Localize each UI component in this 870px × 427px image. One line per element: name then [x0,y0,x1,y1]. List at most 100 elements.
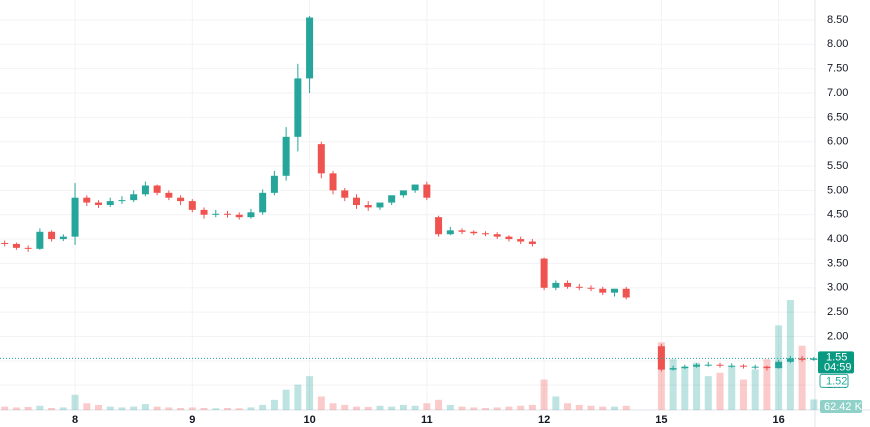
candle-body [599,288,607,293]
volume-bar [564,403,572,410]
volume-bar [306,376,314,410]
volume-bar [528,404,536,410]
volume-bar [669,359,677,410]
candle-body [259,192,267,213]
marker-label: 1.52 [826,375,847,387]
x-tick-label: 12 [538,414,550,426]
volume-bar [435,399,443,410]
candle-body [294,78,302,137]
volume-bar [693,362,701,410]
y-tick-label: 7.50 [827,63,848,75]
y-tick-label: 5.00 [827,184,848,196]
y-tick-label: 4.50 [827,209,848,221]
candle-body [716,364,724,366]
candle-body [71,197,79,237]
candle-body [528,241,536,244]
candle-body [669,368,677,370]
volume-bar [106,406,114,410]
volume-bar [763,359,771,410]
volume-bar [177,407,185,410]
candle-body [235,214,243,218]
price-label: 1.55 [826,351,847,363]
volume-bar [587,405,595,410]
volume-bar [341,404,349,410]
volume-bar [153,406,161,410]
candle-body [223,213,231,215]
volume-bar [728,366,736,410]
candle-body [470,231,478,234]
y-tick-label: 6.50 [827,111,848,123]
x-tick-label: 8 [72,414,78,426]
candle-body [798,358,806,360]
candle-body [763,366,771,369]
candle-body [106,201,114,205]
candle-body [329,173,337,191]
candle-body [657,346,665,370]
y-tick-label: 3.00 [827,282,848,294]
candle-body [177,197,185,202]
y-tick-label: 2.50 [827,306,848,318]
candle-body [188,201,196,210]
volume-bar [282,389,290,410]
volume-bar [493,407,501,410]
y-tick-label: 8.00 [827,38,848,50]
candle-body [435,217,443,235]
candle-body [270,175,278,193]
candle-body [458,230,466,232]
volume-bar [376,405,384,410]
volume-bar [364,406,372,410]
volume-bar [622,405,630,410]
countdown: 04:59 [824,361,852,373]
candle-body [552,282,560,288]
candle-body [739,365,747,367]
candle-body [786,358,794,362]
volume-bar [12,407,20,410]
volume-bar [751,369,759,410]
volume-bar [505,406,513,410]
candle-body [317,144,325,174]
candle-body [751,366,759,368]
x-tick-label: 11 [421,414,433,426]
volume-bar [388,406,396,410]
volume-bar [24,406,32,410]
x-tick-label: 9 [189,414,195,426]
x-tick-label: 15 [655,414,667,426]
volume-bar [352,406,360,410]
candle-body [364,205,372,208]
volume-bar [481,407,489,410]
candle-body [36,231,44,249]
volume-label: 62.42 K [824,401,863,413]
volume-bar [83,403,91,410]
candle-body [141,185,149,195]
candle-body [341,190,349,198]
volume-bar [810,399,818,410]
volume-bar [329,403,337,410]
volume-bar [739,379,747,410]
volume-bar [552,396,560,410]
volume-bar [610,406,618,410]
volume-bar [247,407,255,410]
candle-body [423,184,431,198]
volume-bar [212,408,220,410]
y-tick-label: 2.00 [827,330,848,342]
candle-body [517,239,525,242]
volume-bar [517,405,525,410]
volume-bar [235,408,243,410]
volume-bar [118,407,126,410]
candle-body [411,184,419,191]
candle-body [493,234,501,237]
candle-body [575,286,583,288]
candle-body [704,364,712,366]
candle-body [24,247,32,249]
volume-bar [141,404,149,410]
candle-body [775,361,783,369]
candle-body [693,364,701,367]
volume-bar [704,376,712,410]
candle-body [247,212,255,218]
volume-bar [599,406,607,410]
candle-body [95,202,103,205]
candle-body [446,230,454,235]
candle-body [610,288,618,293]
volume-bar [223,407,231,410]
